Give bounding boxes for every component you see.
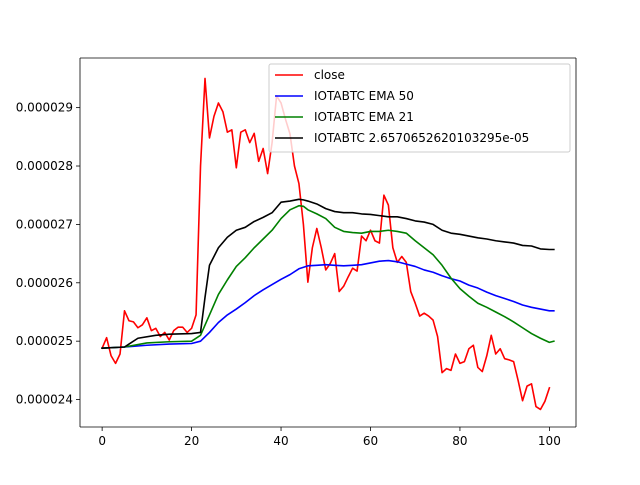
y-tick-label: 0.000028	[16, 159, 73, 173]
x-tick-label: 20	[184, 434, 199, 448]
legend-label-2: IOTABTC EMA 21	[314, 110, 414, 124]
x-tick-label: 0	[98, 434, 106, 448]
y-axis-ticks: 0.000024 0.000025 0.000026 0.000027 0.000028…	[16, 101, 80, 407]
y-tick-label: 0.000029	[16, 101, 73, 115]
series-layer	[101, 77, 555, 411]
x-tick-label: 100	[538, 434, 561, 448]
series-line-3	[101, 198, 555, 350]
legend-label-0: close	[314, 68, 345, 82]
x-tick-label: 40	[273, 434, 288, 448]
series-line-2	[101, 204, 555, 350]
axes-frame	[79, 57, 577, 428]
legend-label-3: IOTABTC 2.6570652620103295e-05	[314, 131, 529, 145]
legend-frame	[268, 63, 571, 153]
x-tick-label: 80	[452, 434, 467, 448]
y-tick-label: 0.000026	[16, 276, 73, 290]
y-tick-label: 0.000025	[16, 334, 73, 348]
y-tick-label: 0.000024	[16, 393, 73, 407]
series-line-0	[101, 77, 551, 411]
legend-label-1: IOTABTC EMA 50	[314, 89, 414, 103]
x-tick-label: 60	[363, 434, 378, 448]
series-line-1	[101, 259, 555, 350]
legend: close IOTABTC EMA 50 IOTABTC EMA 21 IOTABTC…	[268, 63, 571, 153]
y-tick-label: 0.000027	[16, 217, 73, 231]
x-axis-ticks: 0 20 40 60 80 100	[98, 427, 561, 448]
